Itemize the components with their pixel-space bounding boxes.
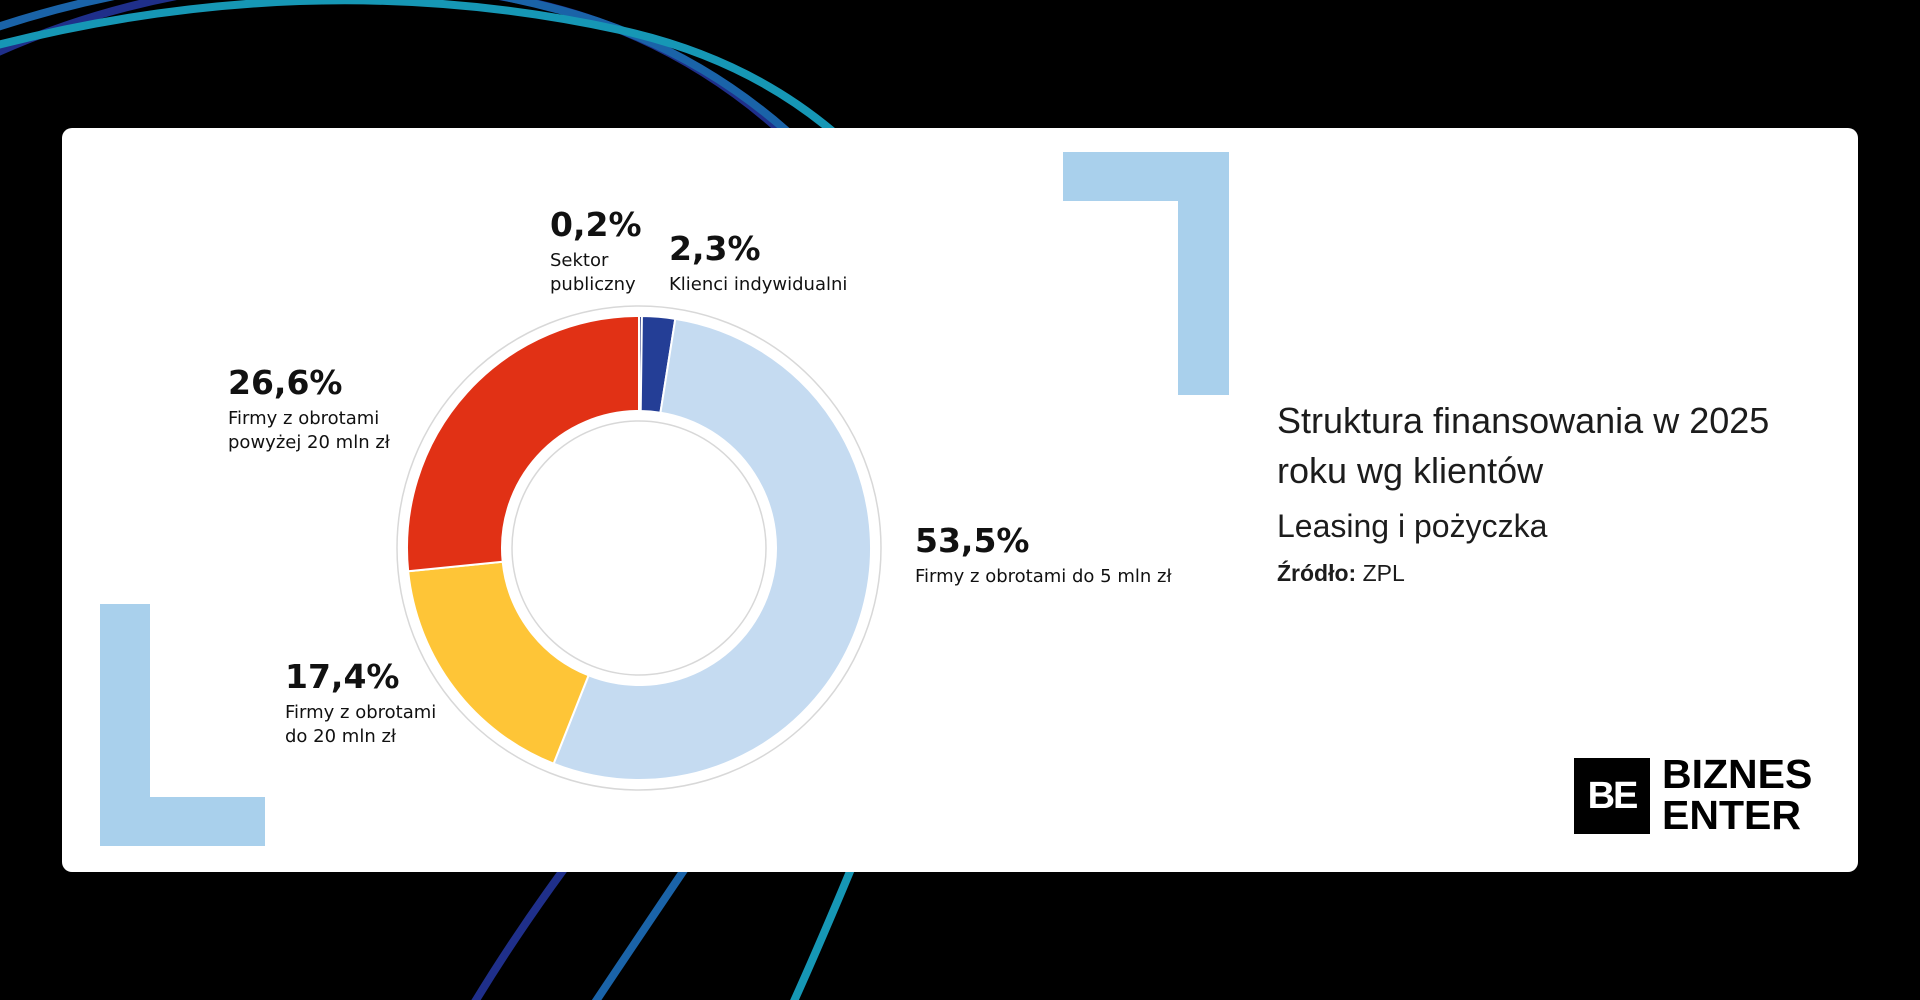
donut-slice bbox=[407, 560, 590, 766]
logo-mark-icon: BE bbox=[1574, 758, 1650, 834]
corner-decoration-top-right bbox=[1178, 152, 1229, 395]
logo-line-1: BIZNES bbox=[1662, 751, 1813, 797]
donut-chart: 0,2% Sektor publiczny 2,3% Klienci indywidua… bbox=[228, 205, 1172, 791]
logo-wordmark: BIZNES ENTER bbox=[1662, 754, 1812, 836]
slice-category-label: powyżej 20 mln zł bbox=[228, 432, 391, 453]
chart-card: 0,2% Sektor publiczny 2,3% Klienci indywidua… bbox=[62, 128, 1858, 872]
slice-category-label: do 20 mln zł bbox=[285, 726, 397, 747]
chart-subtitle: Leasing i pożyczka bbox=[1277, 508, 1548, 544]
source-label: Źródło: bbox=[1277, 560, 1357, 586]
slice-value-label: 53,5% bbox=[915, 521, 1030, 560]
slice-value-label: 2,3% bbox=[669, 229, 761, 268]
slice-value-label: 17,4% bbox=[285, 657, 400, 696]
donut-outer-ring bbox=[396, 305, 882, 791]
logo-line-2: ENTER bbox=[1662, 792, 1801, 838]
corner-decoration-bottom-left bbox=[100, 797, 265, 846]
slice-category-label: Sektor bbox=[550, 250, 609, 271]
slice-category-label: publiczny bbox=[550, 274, 636, 295]
slice-value-label: 26,6% bbox=[228, 363, 343, 402]
slice-value-label: 0,2% bbox=[550, 205, 642, 244]
donut-slice bbox=[552, 317, 872, 781]
chart-title: Struktura finansowania w 2025 roku wg kl… bbox=[1277, 400, 1770, 491]
slice-category-label: Klienci indywidualni bbox=[669, 274, 847, 295]
slice-category-label: Firmy z obrotami bbox=[228, 408, 379, 429]
source-value: ZPL bbox=[1362, 560, 1405, 586]
donut-slice bbox=[406, 314, 640, 573]
source-line: Źródło: ZPL bbox=[1277, 560, 1817, 587]
title-block: Struktura finansowania w 2025 roku wg kl… bbox=[1277, 396, 1817, 587]
slice-category-label: Firmy z obrotami do 5 mln zł bbox=[915, 566, 1172, 587]
donut-inner-ring bbox=[511, 420, 767, 676]
slice-category-label: Firmy z obrotami bbox=[285, 702, 436, 723]
